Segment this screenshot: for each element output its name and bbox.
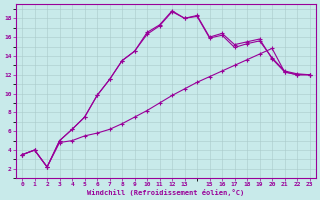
X-axis label: Windchill (Refroidissement éolien,°C): Windchill (Refroidissement éolien,°C)	[87, 189, 244, 196]
